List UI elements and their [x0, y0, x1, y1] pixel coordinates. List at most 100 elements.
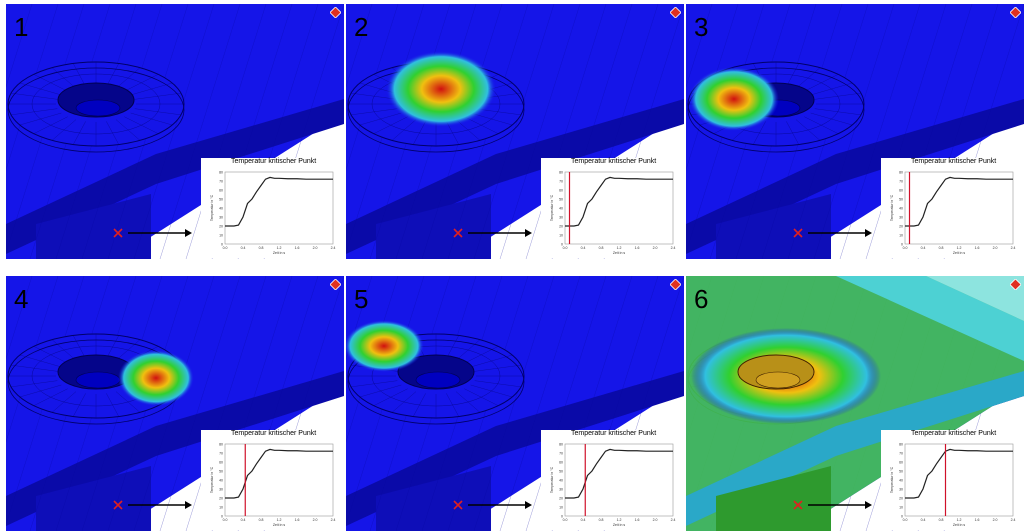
logo-icon — [330, 7, 341, 18]
critical-point-marker — [113, 228, 123, 238]
logo-icon — [1010, 7, 1021, 18]
simulation-panel: 2 0 10 20 30 40 50 60 70 80 0.0 0.4 0.8 1.2 1.6 2.0 2.4 T… — [346, 4, 684, 259]
logo-icon — [670, 7, 681, 18]
y-tick-label: 80 — [559, 443, 563, 447]
y-tick-label: 50 — [219, 198, 223, 202]
y-tick-label: 0 — [561, 515, 563, 519]
y-tick-label: 30 — [899, 488, 903, 492]
y-tick-label: 60 — [559, 189, 563, 193]
x-axis-label: Zeit in s — [953, 251, 966, 255]
x-tick-label: 0.4 — [921, 518, 926, 522]
x-tick-label: 1.2 — [617, 246, 622, 250]
x-tick-label: 1.6 — [295, 518, 300, 522]
y-tick-label: 40 — [219, 479, 223, 483]
temperature-chart-box: 0 10 20 30 40 50 60 70 80 0.0 0.4 0.8 1.2 1.6 2.0 2.4 Te… — [541, 158, 681, 258]
x-tick-label: 1.2 — [957, 518, 962, 522]
temperature-chart: 0 10 20 30 40 50 60 70 80 0.0 0.4 0.8 1.2 1.6 2.0 2.4 Te… — [550, 443, 675, 528]
x-axis-label: Zeit in s — [613, 251, 626, 255]
x-tick-label: 0.8 — [599, 518, 604, 522]
temperature-chart-box: 0 10 20 30 40 50 60 70 80 0.0 0.4 0.8 1.2 1.6 2.0 2.4 Te… — [201, 430, 341, 530]
x-tick-label: 0.8 — [939, 246, 944, 250]
x-tick-label: 1.2 — [277, 518, 282, 522]
y-tick-label: 70 — [899, 180, 903, 184]
arrow-to-chart — [808, 501, 872, 509]
temperature-chart-box: 0 10 20 30 40 50 60 70 80 0.0 0.4 0.8 1.2 1.6 2.0 2.4 Te… — [201, 158, 341, 258]
chart-title: Temperatur kritischer Punkt — [231, 158, 317, 165]
y-tick-label: 10 — [219, 234, 223, 238]
x-tick-label: 0.0 — [563, 518, 568, 522]
plot-frame — [564, 171, 674, 245]
y-tick-label: 20 — [899, 497, 903, 501]
x-tick-label: 0.0 — [903, 518, 908, 522]
y-tick-label: 50 — [559, 198, 563, 202]
cylinder-body — [716, 194, 831, 259]
x-tick-label: 2.0 — [313, 518, 318, 522]
heat-zone — [118, 350, 194, 406]
simulation-panel: 6 0 10 20 30 40 50 60 70 80 0.0 0.4 0.8 1.2 1.6 2.0 2.4 T… — [686, 276, 1024, 531]
x-tick-label: 1.2 — [957, 246, 962, 250]
y-tick-label: 40 — [899, 479, 903, 483]
plate-front-face — [686, 99, 1024, 254]
x-tick-label: 1.6 — [635, 246, 640, 250]
chart-title: Temperatur kritischer Punkt — [571, 430, 657, 437]
y-tick-label: 40 — [899, 207, 903, 211]
x-axis-label: Zeit in s — [613, 523, 626, 527]
y-tick-label: 40 — [559, 479, 563, 483]
y-tick-label: 0 — [901, 515, 903, 519]
arrow-to-chart — [128, 229, 192, 237]
plate-front-face — [6, 371, 344, 526]
plot-frame — [564, 443, 674, 517]
y-tick-label: 40 — [219, 207, 223, 211]
y-tick-label: 30 — [219, 488, 223, 492]
y-tick-label: 70 — [219, 452, 223, 456]
plate-front-face — [6, 99, 344, 254]
temperature-chart: 0 10 20 30 40 50 60 70 80 0.0 0.4 0.8 1.2 1.6 2.0 2.4 Te… — [890, 171, 1015, 256]
y-tick-label: 30 — [219, 216, 223, 220]
x-tick-label: 0.8 — [259, 246, 264, 250]
heat-zone — [689, 67, 779, 131]
critical-point-marker — [453, 228, 463, 238]
y-axis-label: Temperatur in °C — [210, 194, 214, 221]
y-axis-label: Temperatur in °C — [550, 194, 554, 221]
arrow-to-chart — [808, 229, 872, 237]
plot-frame — [904, 443, 1014, 517]
x-tick-label: 1.2 — [277, 246, 282, 250]
y-tick-label: 20 — [219, 497, 223, 501]
logo-icon — [670, 279, 681, 290]
y-tick-label: 0 — [221, 243, 223, 247]
y-tick-label: 60 — [219, 189, 223, 193]
x-tick-label: 0.4 — [241, 518, 246, 522]
y-tick-label: 10 — [559, 234, 563, 238]
y-tick-label: 30 — [559, 216, 563, 220]
temperature-series-line — [905, 176, 1013, 227]
heat-zone — [386, 51, 496, 127]
y-tick-label: 0 — [221, 515, 223, 519]
panel-number: 2 — [354, 12, 369, 42]
y-tick-label: 80 — [899, 443, 903, 447]
chart-title: Temperatur kritischer Punkt — [571, 158, 657, 165]
chart-title: Temperatur kritischer Punkt — [231, 430, 317, 437]
temperature-chart-box: 0 10 20 30 40 50 60 70 80 0.0 0.4 0.8 1.2 1.6 2.0 2.4 Te… — [541, 430, 681, 530]
temperature-chart: 0 10 20 30 40 50 60 70 80 0.0 0.4 0.8 1.2 1.6 2.0 2.4 Te… — [210, 171, 335, 256]
x-tick-label: 2.0 — [993, 518, 998, 522]
critical-point-marker — [793, 500, 803, 510]
cylinder-body — [376, 466, 491, 531]
temperature-series-line — [565, 448, 673, 499]
y-tick-label: 40 — [559, 207, 563, 211]
x-axis-label: Zeit in s — [273, 523, 286, 527]
x-tick-label: 2.0 — [313, 246, 318, 250]
critical-point-marker — [793, 228, 803, 238]
y-tick-label: 50 — [559, 470, 563, 474]
simulation-panel: 3 0 10 20 30 40 50 60 70 80 0.0 0.4 0.8 1.2 1.6 2.0 2.4 T… — [686, 4, 1024, 259]
y-tick-label: 70 — [559, 180, 563, 184]
chart-title: Temperatur kritischer Punkt — [911, 430, 997, 437]
x-tick-label: 2.4 — [671, 246, 676, 250]
logo-icon — [1010, 279, 1021, 290]
temperature-series-line — [225, 448, 333, 499]
y-tick-label: 20 — [559, 225, 563, 229]
y-tick-label: 50 — [219, 470, 223, 474]
y-tick-label: 60 — [559, 461, 563, 465]
x-tick-label: 0.0 — [563, 246, 568, 250]
x-tick-label: 2.0 — [993, 246, 998, 250]
arrow-to-chart — [128, 501, 192, 509]
